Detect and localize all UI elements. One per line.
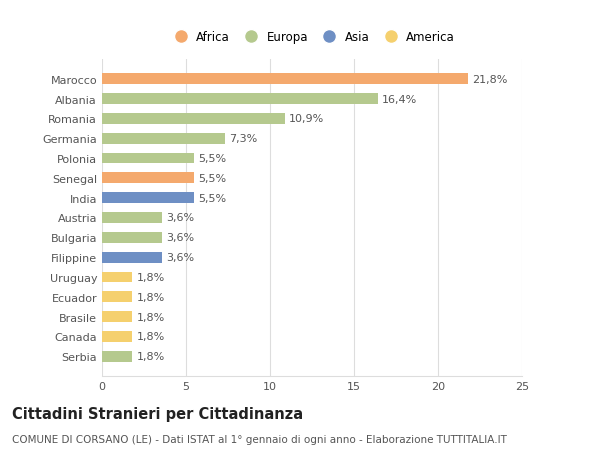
Bar <box>102 272 132 283</box>
Text: Cittadini Stranieri per Cittadinanza: Cittadini Stranieri per Cittadinanza <box>12 406 303 421</box>
Bar <box>102 114 285 124</box>
Bar <box>102 331 132 342</box>
Text: 10,9%: 10,9% <box>289 114 325 124</box>
Text: 5,5%: 5,5% <box>199 154 227 164</box>
Text: 1,8%: 1,8% <box>136 312 164 322</box>
Text: 3,6%: 3,6% <box>167 213 195 223</box>
Text: 1,8%: 1,8% <box>136 352 164 362</box>
Text: 1,8%: 1,8% <box>136 292 164 302</box>
Bar <box>102 312 132 322</box>
Bar <box>102 153 194 164</box>
Text: 1,8%: 1,8% <box>136 272 164 282</box>
Bar <box>102 134 224 144</box>
Text: 3,6%: 3,6% <box>167 233 195 243</box>
Bar <box>102 173 194 184</box>
Text: 5,5%: 5,5% <box>199 174 227 184</box>
Bar <box>102 94 377 105</box>
Bar <box>102 193 194 204</box>
Bar <box>102 74 468 85</box>
Text: 16,4%: 16,4% <box>382 94 417 104</box>
Bar <box>102 351 132 362</box>
Text: 21,8%: 21,8% <box>472 74 508 84</box>
Legend: Africa, Europa, Asia, America: Africa, Europa, Asia, America <box>166 28 458 48</box>
Bar <box>102 252 163 263</box>
Bar <box>102 292 132 302</box>
Text: 3,6%: 3,6% <box>167 252 195 263</box>
Text: 7,3%: 7,3% <box>229 134 257 144</box>
Text: 1,8%: 1,8% <box>136 332 164 342</box>
Bar <box>102 213 163 224</box>
Text: COMUNE DI CORSANO (LE) - Dati ISTAT al 1° gennaio di ogni anno - Elaborazione TU: COMUNE DI CORSANO (LE) - Dati ISTAT al 1… <box>12 434 507 444</box>
Text: 5,5%: 5,5% <box>199 193 227 203</box>
Bar <box>102 232 163 243</box>
